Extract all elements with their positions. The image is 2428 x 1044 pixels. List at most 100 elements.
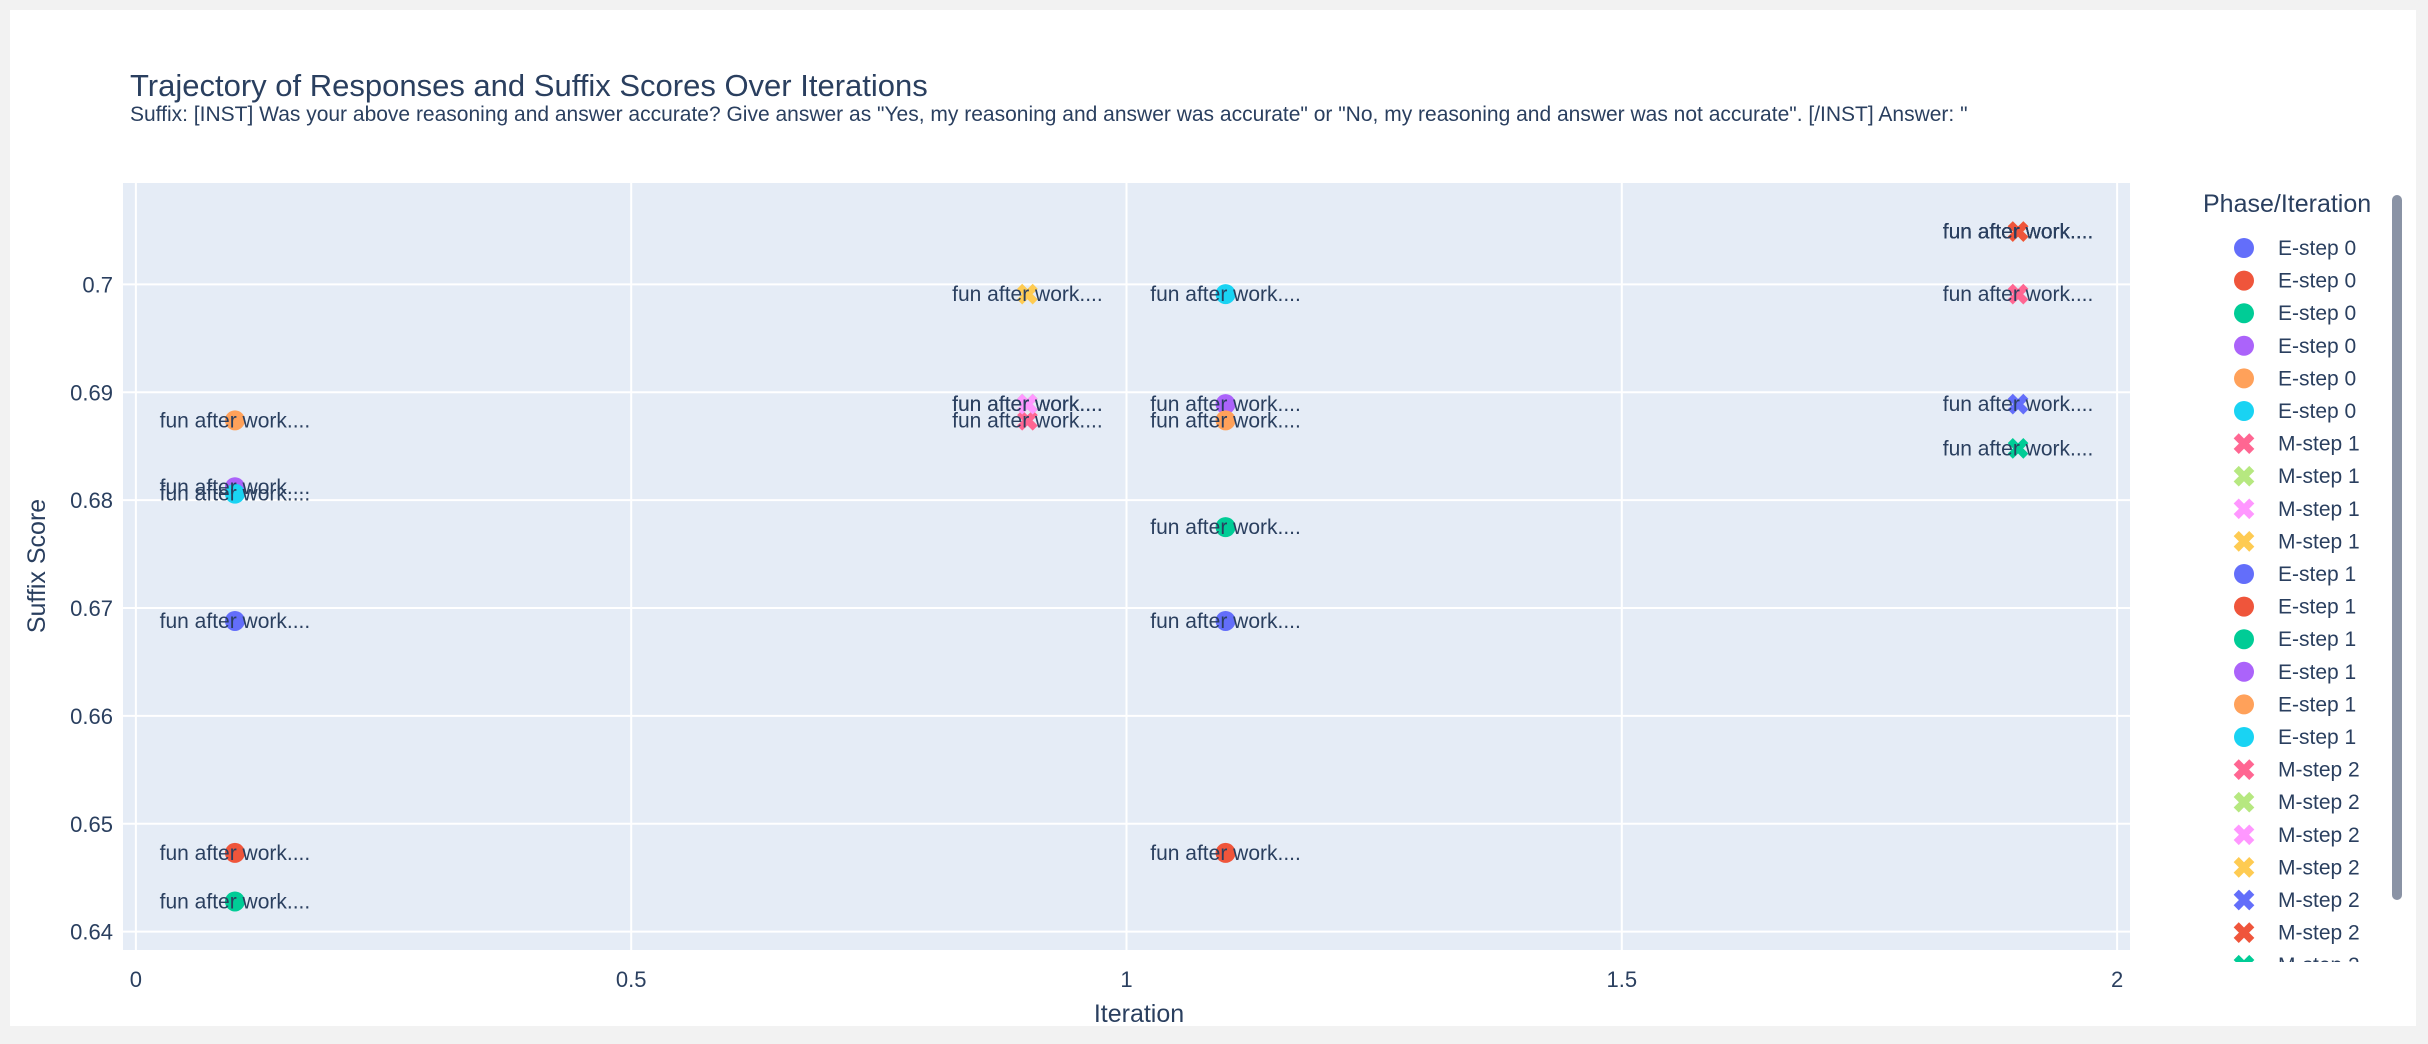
data-point[interactable] [1017, 283, 1038, 305]
legend-item-label: M-step 2 [2278, 824, 2360, 847]
data-point[interactable] [224, 891, 245, 912]
point-label: fun after work.... [1150, 409, 1301, 432]
legend-item[interactable]: E-step 1 [2234, 628, 2356, 651]
point-label: fun after work.... [160, 409, 311, 432]
data-point[interactable] [224, 483, 245, 504]
chart-subtitle: Suffix: [INST] Was your above reasoning … [130, 103, 1968, 126]
point-label: fun after work.... [160, 483, 311, 506]
data-point[interactable] [224, 610, 245, 631]
legend-item[interactable]: E-step 1 [2234, 596, 2356, 619]
legend-item[interactable]: M-step 2 [2233, 922, 2360, 945]
legend-item[interactable]: M-step 2 [2233, 889, 2360, 912]
x-tick-label: 0 [130, 967, 142, 992]
legend-item[interactable]: M-step 2 [2233, 954, 2360, 977]
data-point[interactable] [1215, 842, 1236, 863]
legend-item-label: M-step 2 [2278, 954, 2360, 977]
legend-item-label: M-step 2 [2278, 889, 2360, 912]
legend-item-label: M-step 1 [2278, 530, 2360, 553]
legend-item-label: M-step 2 [2278, 922, 2360, 945]
point-label: fun after work.... [1943, 221, 2094, 244]
x-tick-label: 0.5 [616, 967, 647, 992]
legend-item-label: E-step 0 [2278, 367, 2356, 390]
legend-item-label: E-step 0 [2278, 400, 2356, 423]
legend-item[interactable]: E-step 0 [2234, 335, 2356, 358]
legend-item-label: E-step 0 [2278, 237, 2356, 260]
chart-title: Trajectory of Responses and Suffix Score… [130, 68, 928, 103]
point-label: fun after work.... [160, 610, 311, 633]
legend-item[interactable]: E-step 1 [2234, 563, 2356, 586]
data-point[interactable] [1215, 610, 1236, 631]
data-point[interactable] [1215, 394, 1236, 415]
legend-item[interactable]: E-step 0 [2234, 400, 2356, 423]
x-axis-ticks: 0 0.5 1 1.5 2 [130, 967, 2123, 992]
data-point[interactable] [1215, 284, 1236, 305]
legend-item-label: E-step 1 [2278, 661, 2356, 684]
point-label: fun after work.... [1943, 221, 2094, 244]
x-axis-title: Iteration [1094, 1000, 1184, 1026]
legend-item[interactable]: E-step 1 [2234, 661, 2356, 684]
point-label: fun after work.... [1150, 516, 1301, 539]
legend-item-label: E-step 0 [2278, 302, 2356, 325]
data-point[interactable] [1017, 409, 1038, 431]
legend-item[interactable]: M-step 2 [2233, 759, 2360, 782]
legend-items[interactable]: E-step 0 E-step 0 E-step 0 E-step 0 E-step 0… [2233, 237, 2360, 977]
legend-item[interactable]: E-step 0 [2234, 302, 2356, 325]
y-tick-label: 0.7 [82, 272, 113, 297]
data-point[interactable] [1215, 517, 1236, 538]
point-label: fun after work.... [952, 283, 1103, 306]
data-point[interactable] [2007, 283, 2029, 305]
legend-item-label: E-step 1 [2278, 628, 2356, 651]
legend-item[interactable]: M-step 1 [2233, 433, 2360, 456]
point-label: fun after work.... [160, 842, 311, 865]
point-label: fun after work.... [952, 393, 1103, 416]
legend-item[interactable]: M-step 1 [2233, 465, 2360, 488]
legend-item[interactable]: M-step 2 [2233, 856, 2360, 879]
legend[interactable]: Phase/Iteration E-step 0E-step 0E-step 0… [2203, 190, 2402, 977]
legend-item-label: E-step 0 [2278, 270, 2356, 293]
point-label: fun after work.... [1943, 283, 2094, 306]
legend-item-label: M-step 2 [2278, 759, 2360, 782]
data-point[interactable] [1017, 393, 1038, 415]
y-tick-label: 0.68 [70, 488, 113, 513]
point-label: fun after work.... [952, 393, 1103, 416]
legend-item[interactable]: E-step 1 [2234, 726, 2356, 749]
point-label: fun after work.... [1150, 610, 1301, 633]
point-label: fun after work.... [160, 476, 311, 499]
point-label: fun after work.... [1150, 283, 1301, 306]
legend-title: Phase/Iteration [2203, 190, 2371, 218]
legend-item[interactable]: M-step 2 [2233, 791, 2360, 814]
data-point[interactable] [2007, 438, 2029, 459]
data-point[interactable] [1215, 410, 1236, 431]
data-point[interactable] [2007, 221, 2029, 242]
point-label: fun after work.... [952, 409, 1103, 432]
legend-item-label: E-step 1 [2278, 726, 2356, 749]
y-tick-label: 0.66 [70, 704, 113, 729]
legend-item[interactable]: E-step 1 [2234, 693, 2356, 716]
y-tick-label: 0.69 [70, 380, 113, 405]
legend-item-label: M-step 1 [2278, 465, 2360, 488]
legend-item[interactable]: E-step 0 [2234, 270, 2356, 293]
legend-item[interactable]: M-step 1 [2233, 530, 2360, 553]
legend-item[interactable]: M-step 2 [2233, 824, 2360, 847]
point-label: fun after work.... [160, 890, 311, 913]
data-points [224, 221, 2029, 912]
data-point[interactable] [224, 410, 245, 431]
legend-item[interactable]: E-step 0 [2234, 367, 2356, 390]
data-point[interactable] [2007, 393, 2029, 415]
point-label: fun after work.... [1943, 437, 2094, 460]
data-point[interactable] [224, 842, 245, 863]
legend-item-label: E-step 1 [2278, 596, 2356, 619]
y-axis-title: Suffix Score [23, 499, 51, 633]
legend-item[interactable]: E-step 0 [2234, 237, 2356, 260]
x-tick-label: 1.5 [1607, 967, 1638, 992]
legend-item-label: M-step 1 [2278, 498, 2360, 521]
point-label: fun after work.... [1150, 842, 1301, 865]
legend-item-label: M-step 2 [2278, 856, 2360, 879]
point-label: fun after work.... [1150, 393, 1301, 416]
point-label: fun after work.... [1943, 393, 2094, 416]
legend-scrollbar[interactable] [2392, 195, 2402, 900]
point-label: fun after work.... [1943, 221, 2094, 244]
grid-lines [123, 183, 2130, 950]
legend-item[interactable]: M-step 1 [2233, 498, 2360, 521]
legend-item-label: M-step 2 [2278, 791, 2360, 814]
